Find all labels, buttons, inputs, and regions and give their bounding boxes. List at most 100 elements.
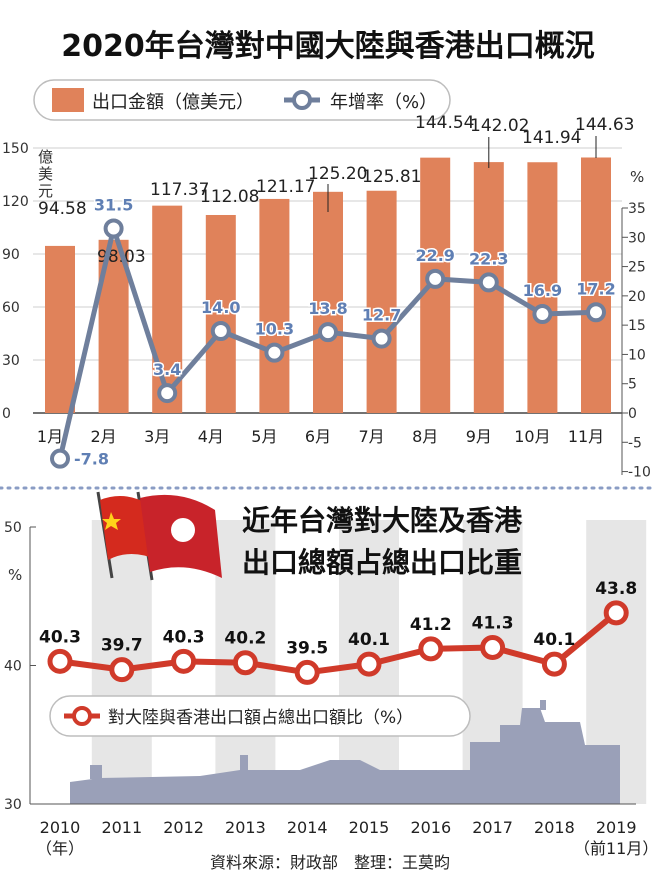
- left-tick-label: 60: [2, 300, 20, 316]
- left-tick-label: 30: [2, 353, 20, 369]
- growth-point-4月: [210, 321, 231, 341]
- share-value-label: 40.2: [224, 629, 266, 649]
- year-label: 2015: [349, 818, 390, 837]
- bar-value-label: 112.08: [200, 187, 259, 207]
- bar-7月: [366, 190, 397, 413]
- x-tick-label: 3月: [144, 427, 170, 446]
- x-tick-label: 2月: [91, 427, 117, 446]
- share-point-2014: [294, 659, 320, 685]
- right-tick-label: 25: [628, 260, 646, 276]
- bar-1月: [45, 245, 75, 413]
- growth-point-9月: [478, 272, 499, 293]
- share-value-label: 40.3: [39, 627, 81, 647]
- share-point-2019: [603, 600, 629, 626]
- right-tick-label: 35: [628, 201, 646, 217]
- year-label: 2014: [287, 818, 328, 837]
- year-label: 2018: [534, 818, 575, 837]
- share-point-2011: [109, 657, 135, 683]
- ship-hull: [70, 708, 620, 804]
- bar-4月: [205, 214, 236, 413]
- year-label: 2010: [40, 818, 81, 837]
- bar-6月: [313, 191, 343, 413]
- star-icon: [102, 512, 121, 530]
- growth-value-label: 22.9: [415, 246, 454, 265]
- growth-point-7月: [371, 328, 392, 349]
- bar-value-label: 142.02: [470, 116, 529, 136]
- growth-value-label: 14.0: [201, 298, 240, 317]
- share-value-label: 39.7: [101, 636, 143, 656]
- x-tick-label: 4月: [198, 427, 224, 446]
- right-tick-label: 5: [628, 377, 637, 393]
- left-tick-label: 120: [2, 194, 29, 210]
- growth-value-label: 31.5: [94, 196, 133, 215]
- x-tick-label: 10月: [514, 427, 550, 446]
- share-value-label: 41.3: [472, 613, 514, 633]
- share-value-label: 39.5: [286, 638, 328, 658]
- growth-value-label: 13.8: [308, 299, 347, 318]
- y-tick-label: 40: [4, 659, 22, 675]
- right-axis-label: %: [630, 168, 644, 186]
- x-tick-label: 7月: [359, 427, 385, 446]
- share-point-2015: [356, 651, 382, 677]
- share-point-2013: [232, 650, 258, 676]
- chart2-title-line: 近年台灣對大陸及香港: [242, 504, 523, 537]
- left-tick-label: 0: [2, 406, 11, 422]
- share-value-label: 40.1: [348, 630, 390, 650]
- share-value-label: 40.1: [533, 630, 575, 650]
- bauhinia-icon: [171, 518, 195, 542]
- growth-point-2月: [103, 218, 124, 239]
- growth-value-label: 10.3: [255, 320, 294, 339]
- ship-part: [240, 755, 248, 771]
- growth-point-1月: [50, 448, 70, 469]
- left-tick-label: 150: [2, 141, 29, 157]
- legend-box: [33, 79, 451, 121]
- bar-value-label: 141.94: [522, 128, 581, 148]
- legend-bar-label: 出口金額（億美元）: [92, 92, 254, 113]
- bar-value-label: 144.63: [575, 115, 634, 135]
- x-tick-label: 8月: [412, 427, 438, 446]
- growth-point-10月: [532, 304, 553, 325]
- share-value-label: 43.8: [595, 579, 637, 599]
- growth-point-3月: [157, 383, 178, 404]
- x-tick-label: 11月: [568, 427, 604, 446]
- bar-10月: [527, 162, 558, 413]
- ship-part: [90, 765, 102, 779]
- growth-point-5月: [264, 342, 285, 363]
- share-point-2018: [541, 651, 567, 677]
- growth-point-11月: [586, 302, 606, 323]
- left-axis-label: 元: [38, 182, 53, 200]
- right-tick-label: 30: [628, 230, 646, 246]
- growth-point-6月: [318, 322, 338, 343]
- x-tick-label: 5月: [251, 427, 277, 446]
- legend-line-label: 年增率（%）: [330, 92, 437, 113]
- y-axis-label: %: [8, 566, 22, 584]
- x-tick-label: 1月: [37, 427, 63, 446]
- bar-value-label: 144.54: [415, 113, 474, 133]
- right-tick-label: -5: [628, 435, 642, 451]
- growth-value-label: 22.3: [469, 249, 508, 268]
- growth-value-label: -7.8: [74, 450, 109, 469]
- year-label: 2012: [163, 818, 204, 837]
- year-label: 2017: [472, 818, 513, 837]
- share-line: [59, 610, 619, 676]
- share-point-2016: [418, 636, 444, 662]
- year-label: 2016: [410, 818, 451, 837]
- share-point-2012: [171, 648, 197, 674]
- y-tick-label: 50: [4, 520, 22, 536]
- right-tick-label: 15: [628, 318, 646, 334]
- share-value-label: 40.3: [163, 627, 205, 647]
- bar-5月: [259, 198, 290, 413]
- legend-line-marker: [292, 90, 312, 110]
- left-axis-label: 美: [38, 165, 53, 183]
- bar-value-label: 94.58: [38, 199, 87, 219]
- growth-value-label: 17.2: [576, 279, 615, 298]
- bar-value-label: 121.17: [256, 177, 315, 197]
- flags-icon: [96, 491, 222, 581]
- chart2-legend-box: [49, 695, 471, 737]
- right-tick-label: 10: [628, 347, 646, 363]
- share-value-label: 41.2: [410, 615, 452, 635]
- bar-value-label: 125.20: [308, 164, 367, 184]
- x-tick-label: 6月: [305, 427, 331, 446]
